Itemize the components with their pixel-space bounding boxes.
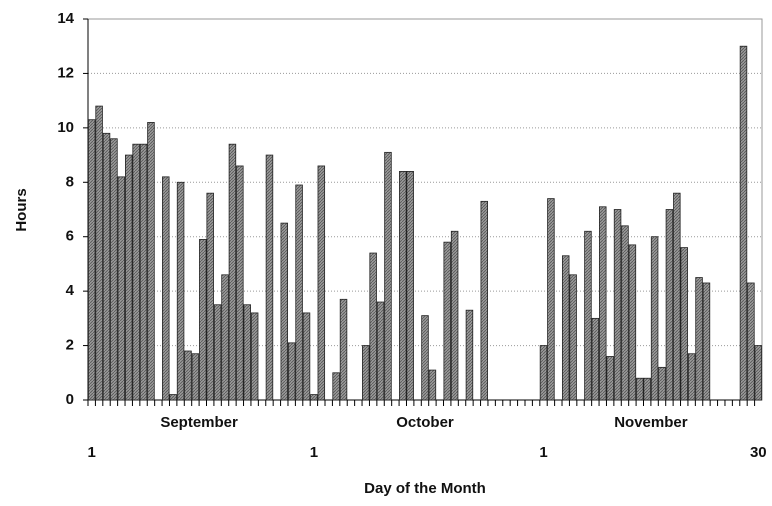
bar xyxy=(599,206,607,401)
y-tick-label: 14 xyxy=(57,10,74,27)
bar xyxy=(339,298,348,401)
bar xyxy=(250,312,259,401)
x-tick-label: 1 xyxy=(539,444,547,461)
bar xyxy=(687,353,696,401)
bar xyxy=(747,282,755,401)
y-tick-label: 12 xyxy=(57,64,74,81)
bar xyxy=(117,176,126,401)
y-tick-label: 8 xyxy=(66,173,74,190)
bar xyxy=(139,143,148,401)
bar xyxy=(650,236,659,401)
x-tick-label: 1 xyxy=(310,444,318,461)
month-label: September xyxy=(160,414,238,431)
bar xyxy=(125,154,133,401)
y-tick-label: 10 xyxy=(57,119,74,136)
bar xyxy=(280,222,289,401)
bar xyxy=(547,198,555,401)
bar xyxy=(406,170,414,401)
bar xyxy=(206,192,214,401)
bar xyxy=(110,138,118,401)
bar xyxy=(399,170,407,401)
bar xyxy=(480,200,488,401)
y-tick-label: 0 xyxy=(66,391,74,408)
bar xyxy=(421,315,429,401)
month-label: October xyxy=(396,414,454,431)
bar xyxy=(443,241,451,401)
y-tick-label: 6 xyxy=(66,228,74,245)
bar xyxy=(287,342,296,401)
bar xyxy=(191,353,200,401)
bar xyxy=(95,105,103,401)
bar xyxy=(310,394,318,401)
x-tick-label: 1 xyxy=(88,444,96,461)
x-tick-label: 30 xyxy=(750,444,767,461)
bar xyxy=(702,282,711,401)
bar xyxy=(302,312,311,401)
bar xyxy=(317,165,326,401)
bar xyxy=(384,151,392,401)
bar xyxy=(539,345,548,401)
bar xyxy=(236,165,244,401)
bar xyxy=(332,372,340,401)
bar xyxy=(213,304,222,401)
bar xyxy=(162,176,170,401)
bar xyxy=(465,309,474,401)
bar xyxy=(376,301,385,401)
bar xyxy=(369,252,377,401)
bar xyxy=(228,143,237,401)
bar xyxy=(561,255,570,401)
bar xyxy=(362,345,370,401)
bar xyxy=(606,356,614,401)
bar xyxy=(636,377,644,401)
bar xyxy=(584,230,592,401)
bar xyxy=(613,209,622,401)
bar xyxy=(102,132,111,401)
bar xyxy=(265,154,274,401)
y-axis-label: Hours xyxy=(13,188,30,231)
bar xyxy=(169,394,177,401)
bar xyxy=(680,247,688,401)
bar xyxy=(87,119,96,401)
x-axis-label: Day of the Month xyxy=(364,480,486,497)
bar xyxy=(673,192,681,401)
bar xyxy=(695,277,703,401)
bar xyxy=(643,377,651,401)
bar xyxy=(621,225,629,401)
y-tick-label: 4 xyxy=(66,282,75,299)
bar xyxy=(450,230,459,401)
bar xyxy=(754,345,763,401)
bar xyxy=(658,366,666,401)
bar xyxy=(665,209,674,401)
bar xyxy=(221,274,229,401)
bar xyxy=(132,143,140,401)
month-label: November xyxy=(614,414,688,431)
bar xyxy=(199,239,207,401)
bar xyxy=(569,274,577,401)
bar xyxy=(591,317,600,401)
bar xyxy=(176,181,185,401)
y-tick-label: 2 xyxy=(66,337,74,354)
bar xyxy=(739,45,748,401)
bar xyxy=(628,244,637,401)
bar xyxy=(147,122,155,401)
bar xyxy=(295,184,303,401)
bar xyxy=(428,369,437,401)
bar xyxy=(243,304,251,401)
bar xyxy=(184,350,192,401)
